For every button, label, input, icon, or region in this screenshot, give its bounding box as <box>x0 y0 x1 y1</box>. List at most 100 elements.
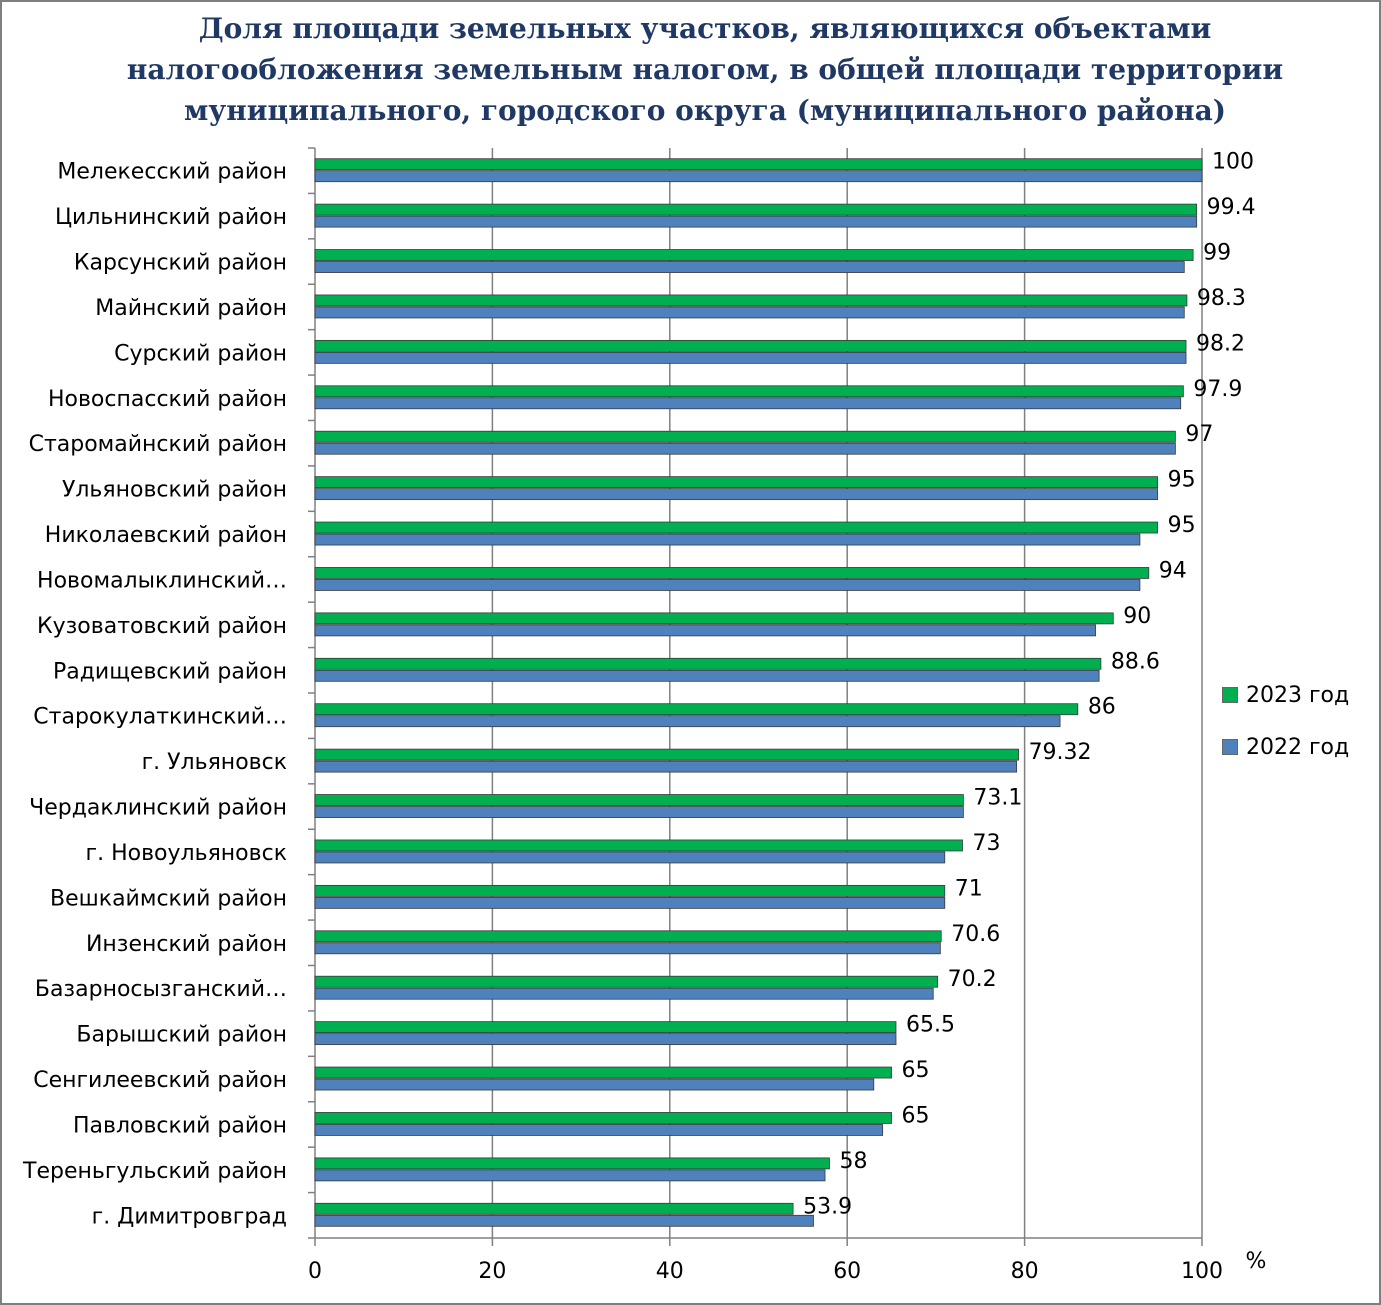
data-label-2023: 99.4 <box>1207 195 1256 220</box>
category-label: Барышский район <box>76 1023 287 1048</box>
data-label-2023: 88.6 <box>1111 649 1160 674</box>
data-label-2023: 97.9 <box>1193 377 1242 402</box>
bar-2023 <box>314 203 1198 216</box>
data-label-2023: 73.1 <box>973 786 1022 811</box>
data-label-2023: 97 <box>1185 422 1213 447</box>
chart-title-line-1: Доля площади земельных участков, являющи… <box>198 12 1212 45</box>
bar-2023 <box>314 930 942 943</box>
bar-2022 <box>314 987 934 1000</box>
data-label-2023: 99 <box>1203 241 1231 266</box>
bar-2023 <box>314 839 963 852</box>
bar-2022 <box>314 624 1096 637</box>
data-label-2023: 71 <box>955 876 983 901</box>
category-label: Чердаклинский район <box>29 796 287 821</box>
legend-label-2023: 2023 год <box>1246 682 1350 708</box>
x-tick-label: 40 <box>656 1259 684 1284</box>
category-label: Майнский район <box>95 296 287 321</box>
data-label-2023: 95 <box>1168 468 1196 493</box>
category-label: Сенгилеевский район <box>33 1068 287 1093</box>
bar-2023 <box>314 430 1176 443</box>
category-label: Новоспасский район <box>48 387 287 412</box>
legend-item-2022: 2022 год <box>1222 732 1349 762</box>
axis-unit-label: % <box>1246 1249 1267 1274</box>
chart-title: Доля площади земельных участков, являющи… <box>60 8 1350 131</box>
legend-item-2023: 2023 год <box>1222 680 1349 710</box>
category-label: г. Димитровград <box>92 1204 287 1229</box>
category-label: Инзенский район <box>86 932 287 957</box>
bar-2022 <box>314 442 1176 455</box>
bar-2023 <box>314 567 1150 579</box>
category-label: Базарносызганский… <box>35 977 287 1002</box>
chart-legend: 2023 год 2022 год <box>1222 680 1349 784</box>
bar-2023 <box>314 657 1102 670</box>
category-label: Кузоватовский район <box>37 614 287 639</box>
bar-2022 <box>314 306 1185 319</box>
category-label: Мелекесский район <box>57 160 287 185</box>
bar-2023 <box>314 1112 892 1124</box>
bar-2022 <box>314 1033 897 1046</box>
data-label-2023: 79.32 <box>1029 740 1092 765</box>
bar-2022 <box>314 942 941 955</box>
category-label: Павловский район <box>73 1113 287 1138</box>
bar-2023 <box>314 1157 830 1170</box>
category-label: Карсунский район <box>74 251 287 276</box>
category-label: Вешкаймский район <box>50 886 287 911</box>
category-label: Ульяновский район <box>62 478 287 503</box>
bar-2022 <box>314 170 1203 183</box>
bar-2023 <box>314 612 1114 625</box>
data-label-2023: 65 <box>902 1058 930 1083</box>
bar-2023 <box>314 975 939 988</box>
category-label: Николаевский район <box>45 523 287 548</box>
bar-2022 <box>314 533 1141 546</box>
category-label: Тереньгульский район <box>22 1159 287 1184</box>
bar-2022 <box>314 760 1018 773</box>
bar-2022 <box>314 1214 814 1227</box>
bar-2023 <box>314 748 1019 761</box>
bar-2022 <box>314 715 1061 728</box>
data-label-2023: 65.5 <box>906 1013 955 1038</box>
bar-2022 <box>314 896 946 909</box>
legend-label-2022: 2022 год <box>1246 734 1350 760</box>
data-label-2023: 53.9 <box>803 1194 852 1219</box>
data-label-2023: 70.2 <box>948 967 997 992</box>
data-label-2023: 86 <box>1088 695 1116 720</box>
x-tick-label: 20 <box>478 1259 506 1284</box>
bar-2022 <box>314 1078 875 1091</box>
legend-swatch-2022 <box>1222 739 1238 755</box>
data-label-2023: 94 <box>1159 558 1187 583</box>
x-tick-label: 0 <box>308 1259 322 1284</box>
category-label: Сурский район <box>114 341 287 366</box>
bar-2023 <box>314 249 1194 261</box>
data-label-2023: 100 <box>1212 150 1254 175</box>
bar-2023 <box>314 1021 897 1034</box>
bar-2023 <box>314 521 1159 534</box>
bar-2023 <box>314 476 1159 489</box>
bar-2023 <box>314 1202 794 1215</box>
bar-2023 <box>314 794 964 806</box>
data-label-2023: 98.2 <box>1196 331 1245 356</box>
bar-2022 <box>314 261 1185 273</box>
data-label-2023: 70.6 <box>951 922 1000 947</box>
data-label-2023: 65 <box>902 1103 930 1128</box>
bar-2023 <box>314 158 1203 171</box>
bar-2022 <box>314 215 1198 228</box>
bar-2022 <box>314 1169 826 1182</box>
chart-title-line-2: налогообложения земельным налогом, в общ… <box>126 53 1284 86</box>
bar-2022 <box>314 397 1182 410</box>
category-label: Старокулаткинский… <box>33 705 287 730</box>
category-label: г. Ульяновск <box>142 750 287 775</box>
x-tick-label: 100 <box>1181 1259 1223 1284</box>
chart-title-line-3: муниципального, городского округа (муниц… <box>184 94 1226 127</box>
x-tick-label: 60 <box>833 1259 861 1284</box>
category-label: г. Новоульяновск <box>86 841 287 866</box>
x-tick-label: 80 <box>1011 1259 1039 1284</box>
bar-2022 <box>314 806 964 818</box>
category-label: Радищевский район <box>53 659 287 684</box>
category-label: Новомалыклинский… <box>37 568 287 593</box>
data-label-2023: 73 <box>973 831 1001 856</box>
bar-2023 <box>314 1066 892 1079</box>
bar-2022 <box>314 669 1100 682</box>
data-label-2023: 58 <box>839 1149 867 1174</box>
bar-2023 <box>314 884 946 897</box>
